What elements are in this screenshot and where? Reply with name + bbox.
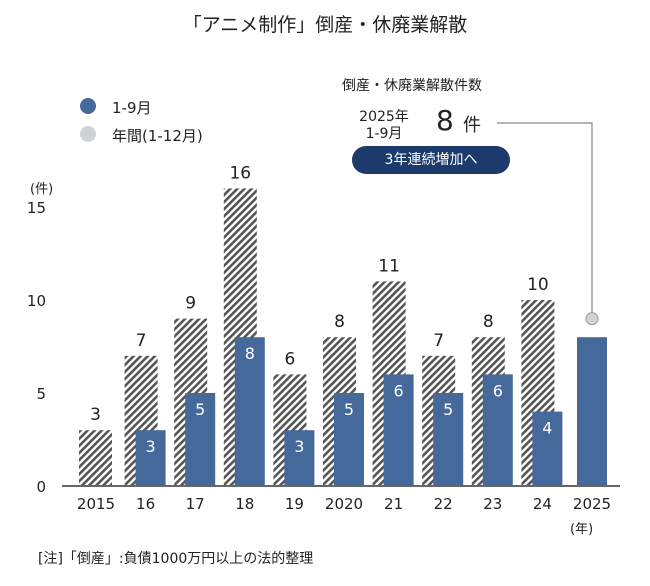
bar-label-annual-2020: 8 xyxy=(334,312,345,332)
bar-annual-2015 xyxy=(79,430,112,486)
x-tick-label: 18 xyxy=(235,495,254,513)
bar-label-annual-23: 8 xyxy=(483,312,494,332)
bar-label-ytd-18: 8 xyxy=(245,344,255,363)
marker-2025 xyxy=(585,312,599,326)
x-tick-label: 21 xyxy=(384,495,403,513)
bar-ytd-21 xyxy=(383,374,414,486)
annotation-value: 8 xyxy=(436,104,454,137)
bar-ytd-16 xyxy=(135,430,166,486)
y-axis-label: (件) xyxy=(30,182,54,197)
bar-ytd-19 xyxy=(284,430,315,486)
x-tick-label: 19 xyxy=(285,495,304,513)
x-tick-label: 16 xyxy=(136,495,155,513)
bar-ytd-17 xyxy=(185,393,216,486)
bar-label-ytd-19: 3 xyxy=(294,437,304,456)
legend-marker-annual xyxy=(80,126,96,142)
bar-label-annual-19: 6 xyxy=(284,349,295,369)
bar-label-ytd-2020: 5 xyxy=(344,400,354,419)
x-tick-label: 23 xyxy=(483,495,502,513)
x-tick-label: 24 xyxy=(533,495,552,513)
legend-label-annual: 年間(1-12月) xyxy=(112,127,203,145)
trend-badge: 3年連続増加へ xyxy=(352,146,510,174)
legend-marker-ytd xyxy=(80,98,96,114)
bar-label-annual-24: 10 xyxy=(527,275,549,295)
x-tick-label: 2020 xyxy=(325,495,363,513)
bar-label-ytd-23: 6 xyxy=(493,381,503,400)
x-tick-label: 17 xyxy=(186,495,205,513)
bar-label-annual-16: 7 xyxy=(136,331,147,351)
bar-label-annual-22: 7 xyxy=(433,331,444,351)
bar-ytd-22 xyxy=(433,393,464,486)
annotation-months: 1-9月 xyxy=(365,126,403,142)
chart-title: 「アニメ制作」倒産・休廃業解散 xyxy=(182,14,468,36)
bar-ytd-2020 xyxy=(334,393,364,486)
annotation-leader-line xyxy=(497,122,593,313)
x-tick-label: 22 xyxy=(434,495,453,513)
x-axis-unit: (年) xyxy=(570,522,594,537)
legend-label-ytd: 1-9月 xyxy=(112,99,152,117)
y-tick-label: 10 xyxy=(27,292,46,310)
x-tick-label: 2015 xyxy=(77,495,115,513)
bar-ytd-24 xyxy=(532,411,563,486)
bar-ytd-18 xyxy=(234,337,265,486)
annotation-heading: 倒産・休廃業解散件数 xyxy=(342,78,482,94)
x-tick-label: 2025 xyxy=(573,495,611,513)
bar-label-ytd-17: 5 xyxy=(195,400,205,419)
y-tick-label: 15 xyxy=(27,199,46,217)
annotation-year: 2025年 xyxy=(359,109,409,125)
bar-label-ytd-22: 5 xyxy=(443,400,453,419)
bar-label-annual-18: 16 xyxy=(229,163,251,183)
bar-label-annual-21: 11 xyxy=(378,256,400,276)
bar-label-annual-17: 9 xyxy=(185,294,196,314)
bar-label-ytd-24: 4 xyxy=(542,419,552,438)
y-tick-label: 5 xyxy=(36,385,46,403)
bar-label-ytd-21: 6 xyxy=(394,381,404,400)
bar-ytd-23 xyxy=(482,374,513,486)
y-tick-label: 0 xyxy=(36,478,46,496)
bar-label-annual-2015: 3 xyxy=(90,405,101,425)
footnote: [注]「倒産」:負債1000万円以上の法的整理 xyxy=(38,551,314,567)
bar-ytd-2025 xyxy=(577,337,607,486)
annotation-unit: 件 xyxy=(463,115,481,136)
bar-label-ytd-16: 3 xyxy=(146,437,156,456)
